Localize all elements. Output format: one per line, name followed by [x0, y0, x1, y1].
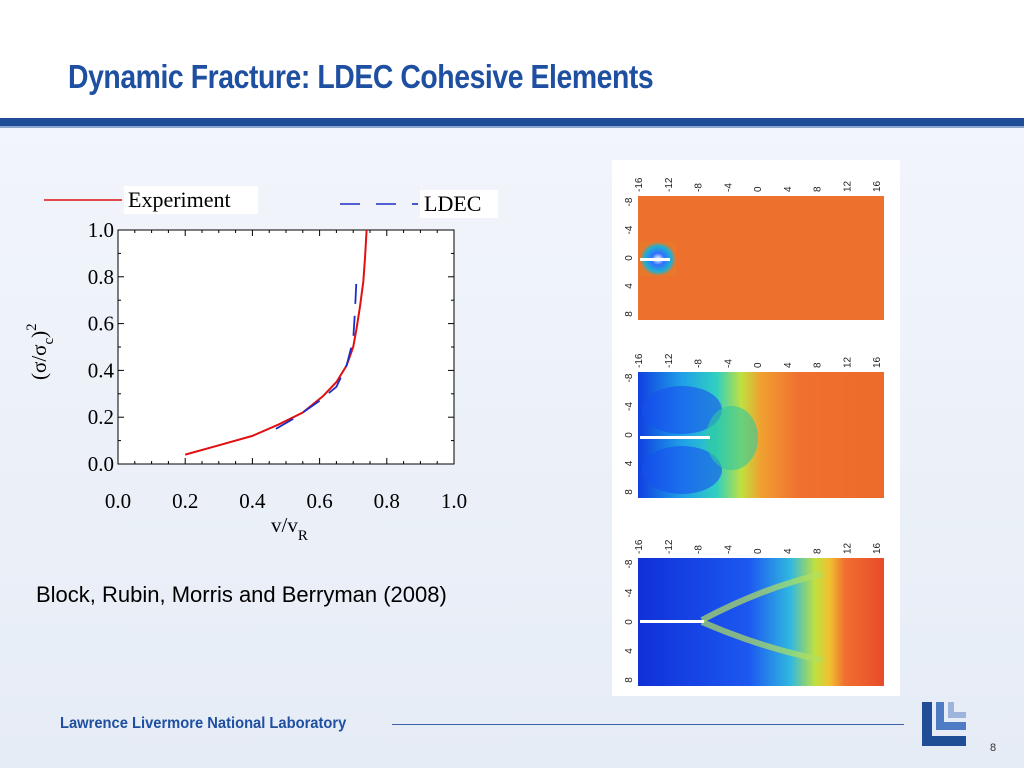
side-axis-ticks: -8 -4 0 4 8: [624, 559, 635, 683]
legend-ldec-box: [420, 190, 498, 218]
sim-top-tick-label: -12: [664, 177, 675, 192]
sim-top-tick-label: 0: [753, 548, 764, 554]
sim-top-tick-label: -12: [664, 353, 675, 368]
y-tick-label: 0.0: [88, 452, 114, 476]
sim-side-tick-label: 8: [624, 311, 635, 317]
sim-top-tick-label: 8: [813, 186, 824, 192]
citation: Block, Rubin, Morris and Berryman (2008): [36, 582, 447, 607]
sim-top-tick-label: 16: [872, 180, 883, 192]
top-axis-ticks: -16 -12 -8 -4 0 4 8 12 16: [634, 177, 883, 192]
x-tick-label: 0.6: [306, 489, 332, 513]
sim-top-tick-label: 8: [813, 362, 824, 368]
crack-line: [640, 258, 670, 261]
stress-wave-blob: [642, 386, 722, 434]
crack-line: [640, 620, 704, 623]
sim-side-tick-label: 0: [624, 432, 635, 438]
ldec-series-line: [275, 276, 358, 430]
x-tick-label: 0.2: [172, 489, 198, 513]
title-rule-accent: [0, 126, 1024, 128]
simulation-panel: -16 -12 -8 -4 0 4 8 12 16 -8 -4 0 4 8 -16 -12 -8 -4 0 4 8 1…: [612, 160, 900, 696]
sim-side-tick-label: -8: [624, 559, 635, 568]
side-axis-ticks: -8 -4 0 4 8: [624, 373, 635, 495]
sim-top-tick-label: 8: [813, 548, 824, 554]
simulation-frame-1: -16 -12 -8 -4 0 4 8 12 16 -8 -4 0 4 8: [624, 177, 884, 320]
stress-field-shading: [638, 196, 884, 320]
x-axis-label: v/vR: [271, 513, 308, 544]
sim-side-tick-label: 4: [624, 283, 635, 289]
experiment-series-line: [184, 229, 368, 456]
sim-top-tick-label: -16: [634, 539, 645, 554]
sim-side-tick-label: 4: [624, 460, 635, 466]
footer-rule: [392, 724, 904, 725]
sim-top-tick-label: 16: [872, 356, 883, 368]
sim-top-tick-label: -8: [694, 545, 705, 554]
sim-side-tick-label: 0: [624, 255, 635, 261]
y-tick-label: 0.2: [88, 405, 114, 429]
simulation-frame-3: -16 -12 -8 -4 0 4 8 12 16 -8 -4 0 4 8: [624, 539, 884, 686]
x-tick-label: 0.0: [105, 489, 131, 513]
title-bar: [0, 0, 1024, 118]
damage-zone: [706, 406, 758, 470]
sim-side-tick-label: 4: [624, 648, 635, 654]
top-axis-ticks: -16 -12 -8 -4 0 4 8 12 16: [634, 353, 883, 368]
sim-top-tick-label: 0: [753, 362, 764, 368]
sim-top-tick-label: 4: [783, 362, 794, 368]
sim-top-tick-label: -16: [634, 177, 645, 192]
plot-area: [117, 229, 455, 465]
y-tick-label: 0.6: [88, 312, 114, 336]
sim-side-tick-label: -4: [624, 402, 635, 411]
sim-top-tick-label: -16: [634, 353, 645, 368]
sim-top-tick-label: 4: [783, 548, 794, 554]
footer-lab-name: Lawrence Livermore National Laboratory: [60, 715, 347, 732]
axis-ticks: 0.0 0.2 0.4 0.6 0.8 1.0 0.0 0.2 0.4 0.6 0.8 1.0: [88, 218, 467, 513]
crack-branch-lower: [700, 619, 823, 663]
y-tick-label: 1.0: [88, 218, 114, 242]
velocity-chart: Experiment LDEC 0.0 0.2 0.4 0.6 0.8 1.0 0.0 0.2…: [24, 186, 498, 544]
sim-top-tick-label: -8: [694, 359, 705, 368]
chart-legend: Experiment LDEC: [44, 186, 498, 218]
stress-wave-blob: [642, 446, 722, 494]
sim-side-tick-label: 8: [624, 489, 635, 495]
simulation-frame-2: -16 -12 -8 -4 0 4 8 12 16 -8 -4 0 4 8: [624, 353, 884, 498]
sim-top-tick-label: 0: [753, 186, 764, 192]
sim-top-tick-label: -12: [664, 539, 675, 554]
llnl-logo-icon: [922, 702, 966, 746]
page-number: 8: [990, 742, 997, 754]
sim-side-tick-label: -8: [624, 373, 635, 382]
sim-side-tick-label: 0: [624, 619, 635, 625]
sim-top-tick-label: 4: [783, 186, 794, 192]
side-axis-ticks: -8 -4 0 4 8: [624, 197, 635, 317]
sim-top-tick-label: -4: [723, 359, 734, 368]
sim-side-tick-label: 8: [624, 677, 635, 683]
sim-side-tick-label: -4: [624, 588, 635, 597]
series-layer: [184, 229, 368, 456]
sim-top-tick-label: 12: [842, 180, 853, 192]
title-rule: [0, 118, 1024, 126]
sim-side-tick-label: -4: [624, 225, 635, 234]
x-tick-label: 0.4: [239, 489, 266, 513]
sim-top-tick-label: 12: [842, 542, 853, 554]
stress-field: [638, 196, 884, 320]
sim-top-tick-label: -4: [723, 545, 734, 554]
x-tick-label: 0.8: [374, 489, 400, 513]
sim-top-tick-label: -8: [694, 183, 705, 192]
sim-side-tick-label: -8: [624, 197, 635, 206]
y-tick-label: 0.4: [88, 358, 115, 382]
sim-top-tick-label: 16: [872, 542, 883, 554]
legend-experiment-label: Experiment: [128, 187, 231, 212]
x-tick-label: 1.0: [441, 489, 467, 513]
crack-line: [640, 436, 710, 439]
sim-top-tick-label: -4: [723, 183, 734, 192]
legend-experiment-box: [124, 186, 258, 214]
crack-branch-upper: [700, 571, 823, 623]
legend-ldec-label: LDEC: [424, 191, 481, 216]
top-axis-ticks: -16 -12 -8 -4 0 4 8 12 16: [634, 539, 883, 554]
y-tick-label: 0.8: [88, 265, 114, 289]
sim-top-tick-label: 12: [842, 356, 853, 368]
slide-title: Dynamic Fracture: LDEC Cohesive Elements: [68, 58, 654, 95]
y-axis-label: (σ/σc)2: [24, 323, 57, 380]
